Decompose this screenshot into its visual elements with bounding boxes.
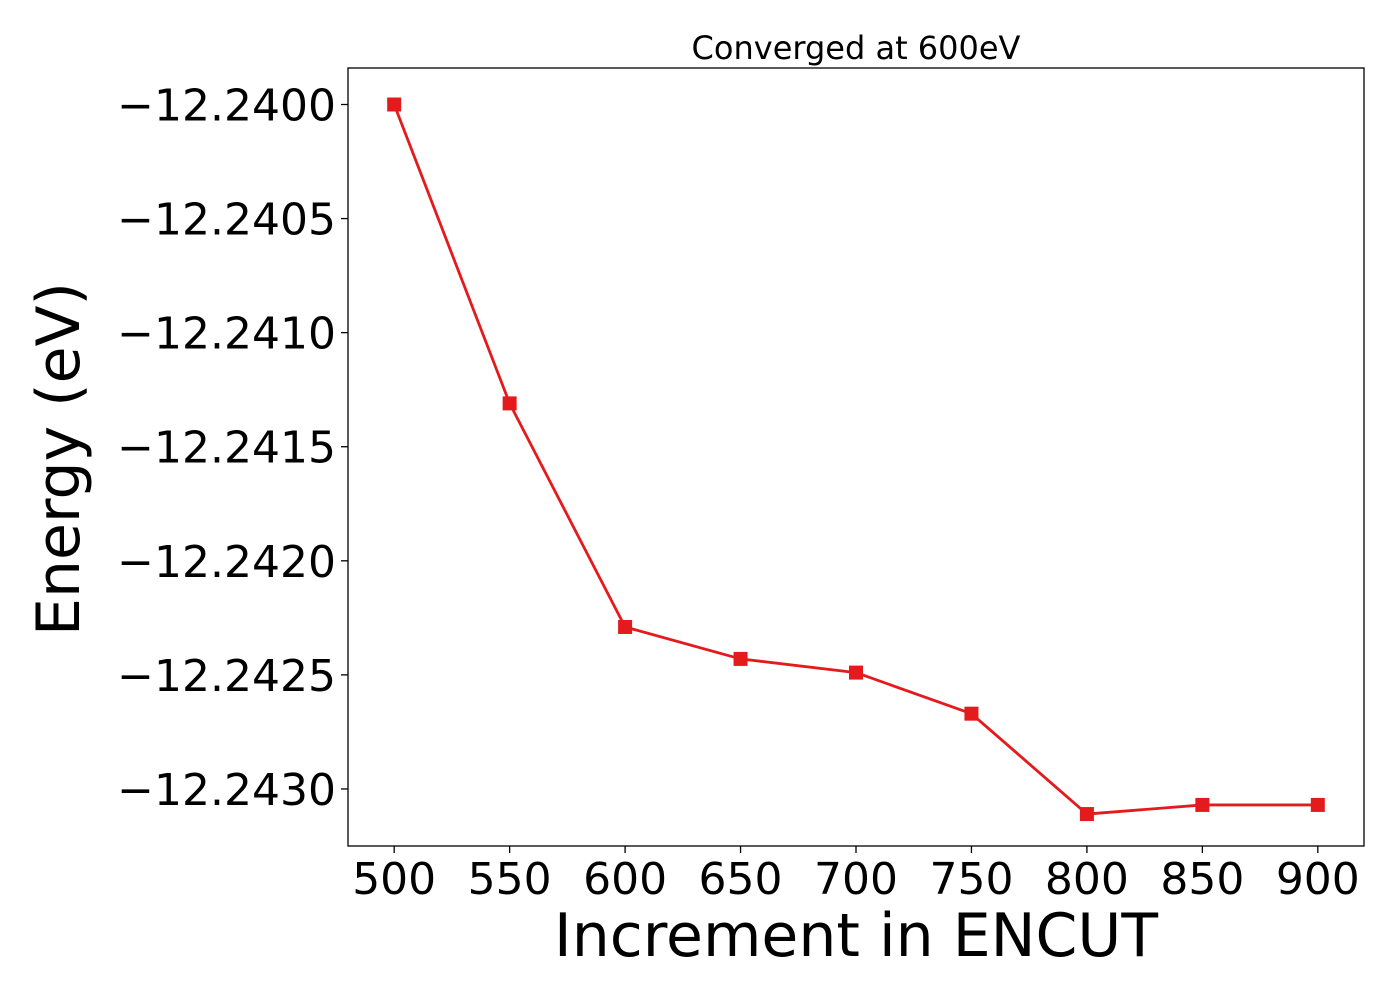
y-tick-label: −12.2430 bbox=[117, 765, 336, 816]
ticks-layer: 500 550 600 650 700 750 800 850 900 −12.2400 −12.2… bbox=[117, 81, 1360, 905]
data-point-marker bbox=[1195, 797, 1210, 812]
x-tick-label: 900 bbox=[1276, 854, 1360, 905]
y-tick-label: −12.2420 bbox=[117, 537, 336, 588]
plot-frame bbox=[347, 67, 1365, 847]
y-tick-label: −12.2410 bbox=[117, 309, 336, 360]
data-point-marker bbox=[502, 396, 517, 411]
x-tick-label: 700 bbox=[814, 854, 898, 905]
x-tick-label: 650 bbox=[699, 854, 783, 905]
series-layer bbox=[387, 97, 1325, 822]
data-point-marker bbox=[849, 665, 863, 680]
chart-title: Converged at 600eV bbox=[692, 29, 1021, 67]
y-tick-label: −12.2415 bbox=[117, 423, 336, 474]
x-tick-label: 750 bbox=[929, 854, 1013, 905]
x-axis-title: Increment in ENCUT bbox=[554, 901, 1158, 971]
data-point-marker bbox=[1079, 807, 1094, 822]
y-tick-label: −12.2405 bbox=[117, 195, 336, 246]
x-tick-label: 550 bbox=[468, 854, 552, 905]
x-tick-label: 850 bbox=[1160, 854, 1244, 905]
y-tick-label: −12.2400 bbox=[117, 81, 336, 132]
data-point-marker bbox=[618, 619, 633, 634]
x-tick-label: 800 bbox=[1045, 854, 1129, 905]
x-tick-label: 600 bbox=[583, 854, 667, 905]
x-tick-label: 500 bbox=[352, 854, 436, 905]
data-point-marker bbox=[387, 97, 402, 112]
data-point-marker bbox=[964, 706, 979, 721]
y-axis-title: Energy (eV) bbox=[24, 282, 94, 636]
data-point-marker bbox=[1310, 797, 1325, 812]
y-tick-label: −12.2425 bbox=[117, 651, 336, 702]
data-point-marker bbox=[733, 651, 748, 666]
